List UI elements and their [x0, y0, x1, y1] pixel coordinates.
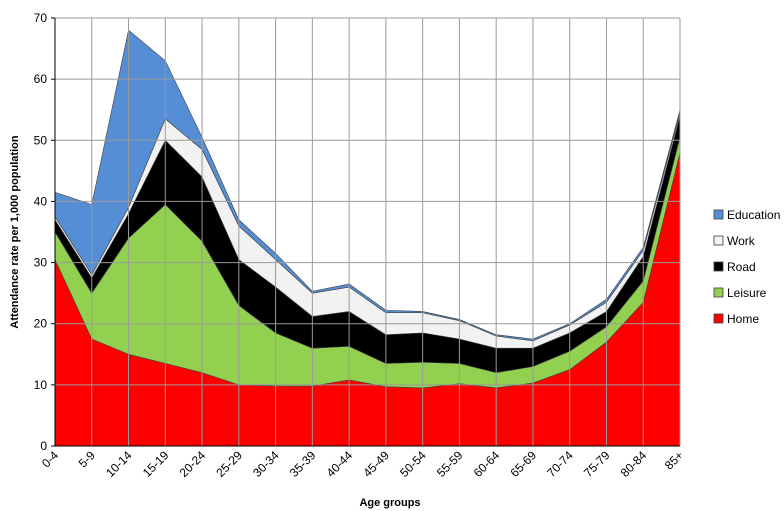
x-tick-label: 65-69: [507, 448, 539, 480]
x-tick-label: 60-64: [471, 448, 503, 480]
x-tick-label: 15-19: [140, 448, 172, 480]
x-tick-label: 20-24: [177, 448, 209, 480]
x-tick-label: 70-74: [544, 448, 576, 480]
y-tick-label: 30: [34, 256, 48, 270]
x-axis-label: Age groups: [359, 497, 420, 509]
x-tick-label: 50-54: [397, 448, 429, 480]
y-tick-label: 40: [34, 194, 48, 208]
legend-label: Education: [727, 208, 780, 222]
legend-swatch: [713, 261, 724, 272]
legend-label: Home: [727, 312, 759, 326]
x-tick-label: 5-9: [76, 448, 98, 470]
y-axis-label: Attendance rate per 1,000 population: [9, 135, 21, 328]
y-tick-label: 10: [34, 378, 48, 392]
x-tick-label: 75-79: [581, 448, 613, 480]
x-tick-label: 80-84: [618, 448, 650, 480]
legend-swatch: [713, 313, 724, 324]
legend-label: Road: [727, 260, 756, 274]
x-tick-label: 55-59: [434, 448, 466, 480]
x-tick-label: 40-44: [324, 448, 356, 480]
legend-swatch: [713, 235, 724, 246]
legend-swatch: [713, 287, 724, 298]
x-tick-label: 85+: [662, 448, 686, 472]
legend-swatch: [713, 209, 724, 220]
y-tick-label: 60: [34, 72, 48, 86]
legend-label: Work: [727, 234, 756, 248]
y-tick-label: 20: [34, 317, 48, 331]
y-tick-label: 0: [40, 439, 47, 453]
y-tick-label: 50: [34, 133, 48, 147]
x-tick-label: 35-39: [287, 448, 319, 480]
x-tick-label: 25-29: [213, 448, 245, 480]
legend-label: Leisure: [727, 286, 767, 300]
x-tick-label: 10-14: [103, 448, 135, 480]
x-tick-label: 45-49: [360, 448, 392, 480]
y-tick-label: 70: [34, 11, 48, 25]
x-tick-label: 30-34: [250, 448, 282, 480]
